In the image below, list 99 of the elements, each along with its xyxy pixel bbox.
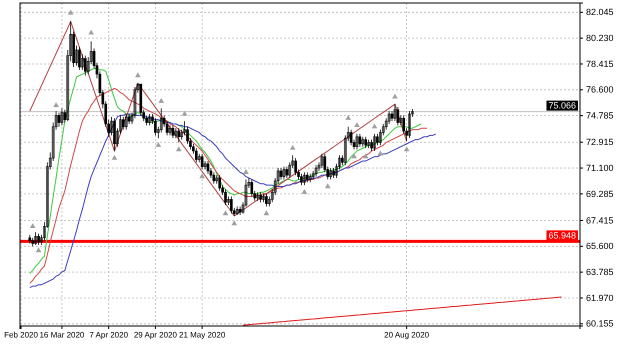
- candlestick: [262, 193, 265, 203]
- x-tick-label: 20 Aug 2020: [384, 330, 430, 340]
- candlestick: [78, 46, 81, 70]
- candlestick: [172, 124, 174, 139]
- candlestick: [408, 110, 411, 139]
- point: [243, 169, 249, 174]
- candlestick: [373, 134, 376, 152]
- x-tick-label: 29 Apr 2020: [134, 330, 178, 340]
- candlestick: [303, 172, 306, 186]
- candlestick: [206, 160, 210, 174]
- point: [155, 142, 162, 147]
- candlestick: [394, 104, 396, 122]
- candlestick: [113, 118, 116, 152]
- candlestick: [396, 106, 400, 126]
- candlestick: [259, 192, 262, 203]
- candlestick: [218, 174, 221, 192]
- line-series: [29, 113, 436, 288]
- candlestick: [148, 114, 151, 126]
- candlestick: [177, 128, 180, 143]
- y-tick-label: 69.285: [586, 188, 614, 199]
- candlestick: [124, 114, 128, 130]
- point: [372, 124, 378, 128]
- candlestick: [174, 128, 178, 139]
- candlestick: [230, 196, 233, 214]
- candlestick: [350, 129, 352, 146]
- y-tick-label: 61.970: [586, 292, 614, 303]
- candlestick: [358, 134, 362, 148]
- candlestick: [286, 166, 288, 178]
- y-tick-label: 80.230: [586, 33, 614, 44]
- line-series: [242, 296, 562, 326]
- point: [345, 114, 352, 120]
- x-tick-label: 16 Mar 2020: [39, 330, 85, 340]
- candlestick: [367, 139, 370, 149]
- candlestick: [314, 164, 318, 177]
- point: [362, 153, 369, 158]
- point: [324, 183, 331, 188]
- point: [30, 223, 36, 228]
- candlestick: [60, 108, 64, 126]
- x-tick-label: Feb 2020: [4, 330, 38, 340]
- candlestick: [224, 189, 227, 206]
- x-tick-label: 7 Apr 2020: [89, 330, 129, 340]
- point: [68, 10, 74, 15]
- ref-line-label: 65.948: [548, 230, 576, 240]
- x-tick-label: 21 May 2020: [179, 330, 226, 340]
- candlestick: [256, 192, 259, 202]
- point: [158, 98, 164, 103]
- y-tick-label: 60.155: [586, 318, 614, 329]
- candlestick: [194, 148, 198, 163]
- candlestick: [204, 160, 206, 170]
- candlestick: [34, 232, 37, 246]
- candlestick: [300, 173, 303, 186]
- point: [290, 144, 296, 150]
- candlestick: [168, 124, 172, 136]
- candlestick: [282, 166, 286, 180]
- candlestick: [200, 153, 204, 170]
- candlestick: [154, 118, 157, 136]
- point: [302, 188, 308, 194]
- point: [112, 154, 118, 160]
- line-series: [29, 88, 428, 284]
- candlestick: [265, 193, 268, 207]
- point: [351, 153, 357, 158]
- point: [377, 150, 384, 156]
- candlestick: [332, 168, 335, 178]
- point: [53, 102, 59, 108]
- point: [404, 146, 410, 152]
- point: [182, 110, 188, 116]
- point: [231, 220, 238, 226]
- y-tick-label: 65.600: [586, 241, 614, 252]
- point: [135, 72, 141, 78]
- candlestick: [361, 136, 364, 148]
- y-tick-label: 76.600: [586, 84, 614, 95]
- candlestick: [364, 136, 368, 149]
- point: [176, 146, 182, 152]
- candlestick: [81, 54, 84, 70]
- candlestick: [294, 158, 297, 176]
- candlestick: [37, 233, 40, 246]
- y-tick-label: 71.100: [586, 162, 614, 173]
- candlestick: [122, 116, 125, 130]
- y-tick-label: 67.415: [586, 215, 614, 226]
- candlestick: [329, 168, 332, 180]
- candlestick: [306, 172, 309, 183]
- y-tick-label: 63.785: [586, 267, 614, 278]
- point: [88, 30, 94, 35]
- y-tick-label: 72.915: [586, 137, 614, 148]
- candlestick: [320, 153, 324, 168]
- candlestick: [212, 172, 216, 184]
- y-tick-label: 74.785: [586, 110, 614, 121]
- ref-line-label: 75.066: [548, 100, 576, 111]
- y-tick-label: 78.415: [586, 58, 614, 69]
- point: [392, 94, 398, 99]
- point: [222, 210, 228, 216]
- point: [354, 122, 360, 128]
- candlestick: [58, 112, 60, 128]
- candlestick: [84, 55, 87, 76]
- candlestick: [250, 179, 254, 197]
- candlestick: [280, 168, 282, 180]
- candlestick: [356, 134, 358, 150]
- y-tick-label: 82.045: [586, 7, 614, 18]
- line-series: [29, 20, 408, 217]
